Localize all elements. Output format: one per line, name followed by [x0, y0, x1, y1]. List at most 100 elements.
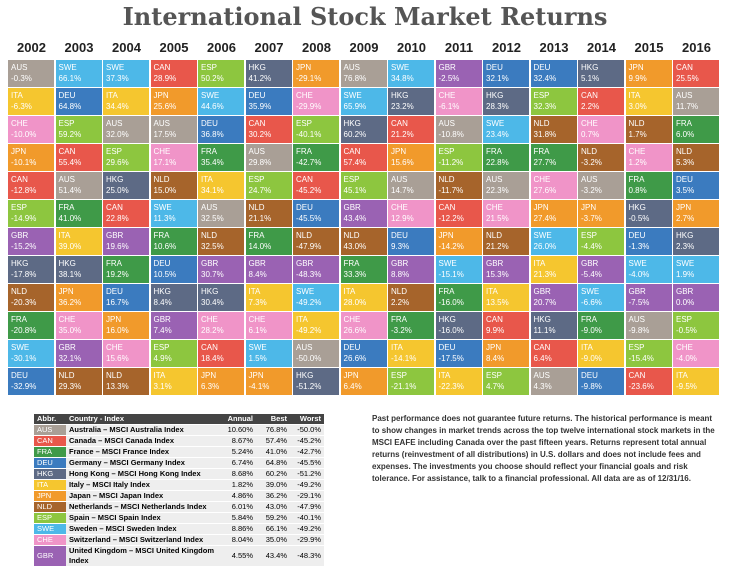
cell: ESP 32.3%: [530, 88, 577, 115]
cell: ESP -4.4%: [578, 228, 624, 255]
cell-value: 32.5%: [201, 242, 224, 251]
cell-value: -7.5%: [628, 298, 650, 307]
cell-abbr: GBR: [581, 259, 599, 268]
cell-abbr: CAN: [201, 343, 218, 352]
cell: HKG 25.0%: [103, 172, 149, 199]
cell-abbr: FRA: [343, 259, 360, 268]
cell: DEU -1.3%: [625, 228, 672, 255]
cell-abbr: GBR: [58, 343, 76, 352]
cell-abbr: DEU: [296, 203, 313, 212]
cell-value: 11.3%: [153, 214, 176, 223]
cell: CAN 55.4%: [55, 144, 102, 171]
cell-value: -5.4%: [581, 270, 602, 279]
legend-cell: Spain – MSCI Spain Index: [66, 512, 222, 524]
cell-value: -9.5%: [676, 382, 697, 391]
legend-cell: 35.0%: [256, 534, 290, 546]
cell-abbr: ESP: [676, 315, 693, 324]
legend-cell: 6.01%: [222, 501, 256, 513]
legend-cell: GBR: [34, 545, 66, 567]
legend-table: Abbr. Country - Index Annual Best Worst AUS Au…: [34, 414, 324, 567]
cell: HKG 2.3%: [673, 228, 719, 255]
cell-abbr: HKG: [533, 315, 551, 324]
cell-value: 8.4%: [486, 354, 505, 363]
cell-value: 22.8%: [106, 214, 129, 223]
legend-cell: Canada – MSCI Canada Index: [66, 435, 222, 447]
cell-abbr: JPN: [486, 343, 502, 352]
cell-value: 43.0%: [343, 242, 367, 251]
legend-row: FRA France – MSCI France Index 5.24% 41.0% -…: [34, 446, 324, 458]
legend-cell: Australia – MSCI Australia Index: [66, 424, 222, 436]
cell-value: 22.8%: [486, 158, 509, 167]
cell: FRA 33.3%: [340, 256, 387, 283]
cell: FRA -3.2%: [388, 312, 434, 339]
cell-value: 23.4%: [486, 130, 509, 139]
cell-abbr: JPN: [581, 203, 597, 212]
cell-value: 19.2%: [106, 270, 129, 279]
cell-value: 25.0%: [106, 186, 129, 195]
cell: SWE 65.9%: [340, 88, 387, 115]
cell-value: 2.2%: [581, 102, 600, 111]
legend-cell: NLD: [34, 501, 66, 513]
cell-value: 21.2%: [486, 242, 509, 251]
cell: CHE 28.2%: [198, 312, 244, 339]
cell-abbr: ITA: [676, 371, 688, 380]
legend-cell: -29.1%: [290, 490, 324, 502]
cell-abbr: JPN: [58, 287, 74, 296]
legend-cell: 5.24%: [222, 446, 256, 458]
cell: GBR 30.7%: [198, 256, 244, 283]
cell: JPN -10.1%: [8, 144, 54, 171]
cell: HKG -51.2%: [293, 368, 339, 395]
cell-value: -6.1%: [438, 102, 460, 111]
legend-row: CHE Switzerland – MSCI Switzerland Index 8…: [34, 534, 324, 546]
cell-value: -6.6%: [581, 298, 602, 307]
cell-value: -22.3%: [438, 382, 464, 391]
header-cell: Best: [256, 414, 290, 425]
cell-abbr: NLD: [153, 175, 170, 184]
cell-value: 1.9%: [676, 270, 695, 279]
cell-abbr: NLD: [343, 231, 360, 240]
cell-abbr: FRA: [581, 315, 597, 324]
cell-value: 66.1%: [58, 74, 82, 83]
cell-abbr: HKG: [153, 287, 171, 296]
cell-value: -29.1%: [296, 74, 322, 83]
cell: HKG -16.0%: [435, 312, 482, 339]
cell: JPN 2.7%: [673, 200, 719, 227]
cell: JPN -29.1%: [293, 60, 339, 87]
cell: NLD 2.2%: [388, 284, 434, 311]
legend-cell: FRA: [34, 446, 66, 458]
cell-abbr: HKG: [296, 371, 314, 380]
cell-abbr: JPN: [438, 231, 454, 240]
cell-value: 21.5%: [486, 214, 509, 223]
cell: HKG 5.1%: [578, 60, 624, 87]
cell-value: -0.5%: [628, 214, 650, 223]
cell: SWE -30.1%: [8, 340, 54, 367]
cell-abbr: NLD: [296, 231, 313, 240]
legend-cell: United Kingdom – MSCI United Kingdom Ind…: [66, 545, 222, 567]
cell-value: -1.3%: [628, 242, 650, 251]
cell: SWE 23.4%: [483, 116, 529, 143]
cell: HKG 30.4%: [198, 284, 244, 311]
cell-abbr: SWE: [676, 259, 695, 268]
cell-value: 21.1%: [248, 214, 272, 223]
cell-value: 14.0%: [248, 242, 272, 251]
cell-value: 26.6%: [343, 326, 367, 335]
legend-cell: Netherlands – MSCI Netherlands Index: [66, 501, 222, 513]
cell: ESP 4.9%: [150, 340, 197, 367]
cell-value: 41.0%: [58, 214, 82, 223]
cell-value: 18.4%: [201, 354, 224, 363]
cell-abbr: JPN: [533, 203, 549, 212]
cell-value: 13.3%: [106, 382, 129, 391]
cell-value: 2.2%: [391, 298, 410, 307]
cell: CHE 0.7%: [578, 116, 624, 143]
year-header: 2015: [634, 40, 664, 55]
cell-abbr: CAN: [391, 119, 408, 128]
cell: CHE 26.6%: [340, 312, 387, 339]
cell-value: 16.7%: [106, 298, 129, 307]
cell: HKG 23.2%: [388, 88, 434, 115]
cell-value: 57.4%: [343, 158, 367, 167]
cell: GBR 43.4%: [340, 200, 387, 227]
cell: GBR 19.6%: [103, 228, 149, 255]
cell-value: 16.0%: [106, 326, 129, 335]
cell-value: 6.3%: [201, 382, 220, 391]
